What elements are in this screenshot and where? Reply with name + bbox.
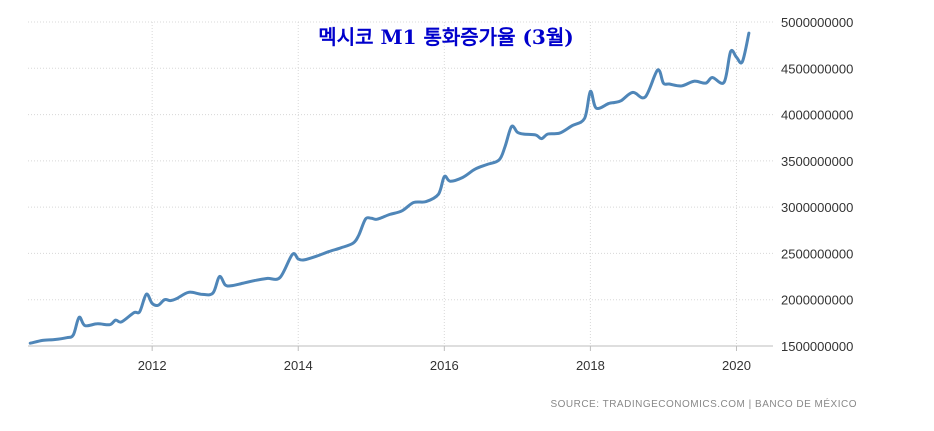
x-tick-label: 2012 <box>138 358 167 373</box>
y-tick-label: 2000000000 <box>781 293 853 308</box>
y-axis-ticks: 1500000000 2000000000 2500000000 3000000000… <box>781 15 853 354</box>
y-tick-label: 3500000000 <box>781 154 853 169</box>
x-tick-label: 2018 <box>576 358 605 373</box>
x-tick-label: 2020 <box>722 358 751 373</box>
x-axis-ticks: 2012 2014 2016 2018 2020 <box>138 358 751 373</box>
chart-title: 멕시코 M1 통화증가율 (3월) <box>318 25 573 49</box>
x-tick-label: 2016 <box>430 358 459 373</box>
grid <box>28 21 773 347</box>
source-note: SOURCE: TRADINGECONOMICS.COM | BANCO DE … <box>550 397 857 410</box>
y-tick-label: 3000000000 <box>781 200 853 215</box>
y-tick-label: 4500000000 <box>781 61 853 76</box>
y-tick-label: 1500000000 <box>781 339 853 354</box>
x-tick-label: 2014 <box>284 358 313 373</box>
series-line <box>28 31 751 345</box>
y-tick-label: 2500000000 <box>781 246 853 261</box>
y-tick-label: 4000000000 <box>781 108 853 123</box>
y-tick-label: 5000000000 <box>781 15 853 30</box>
axes <box>28 345 773 351</box>
